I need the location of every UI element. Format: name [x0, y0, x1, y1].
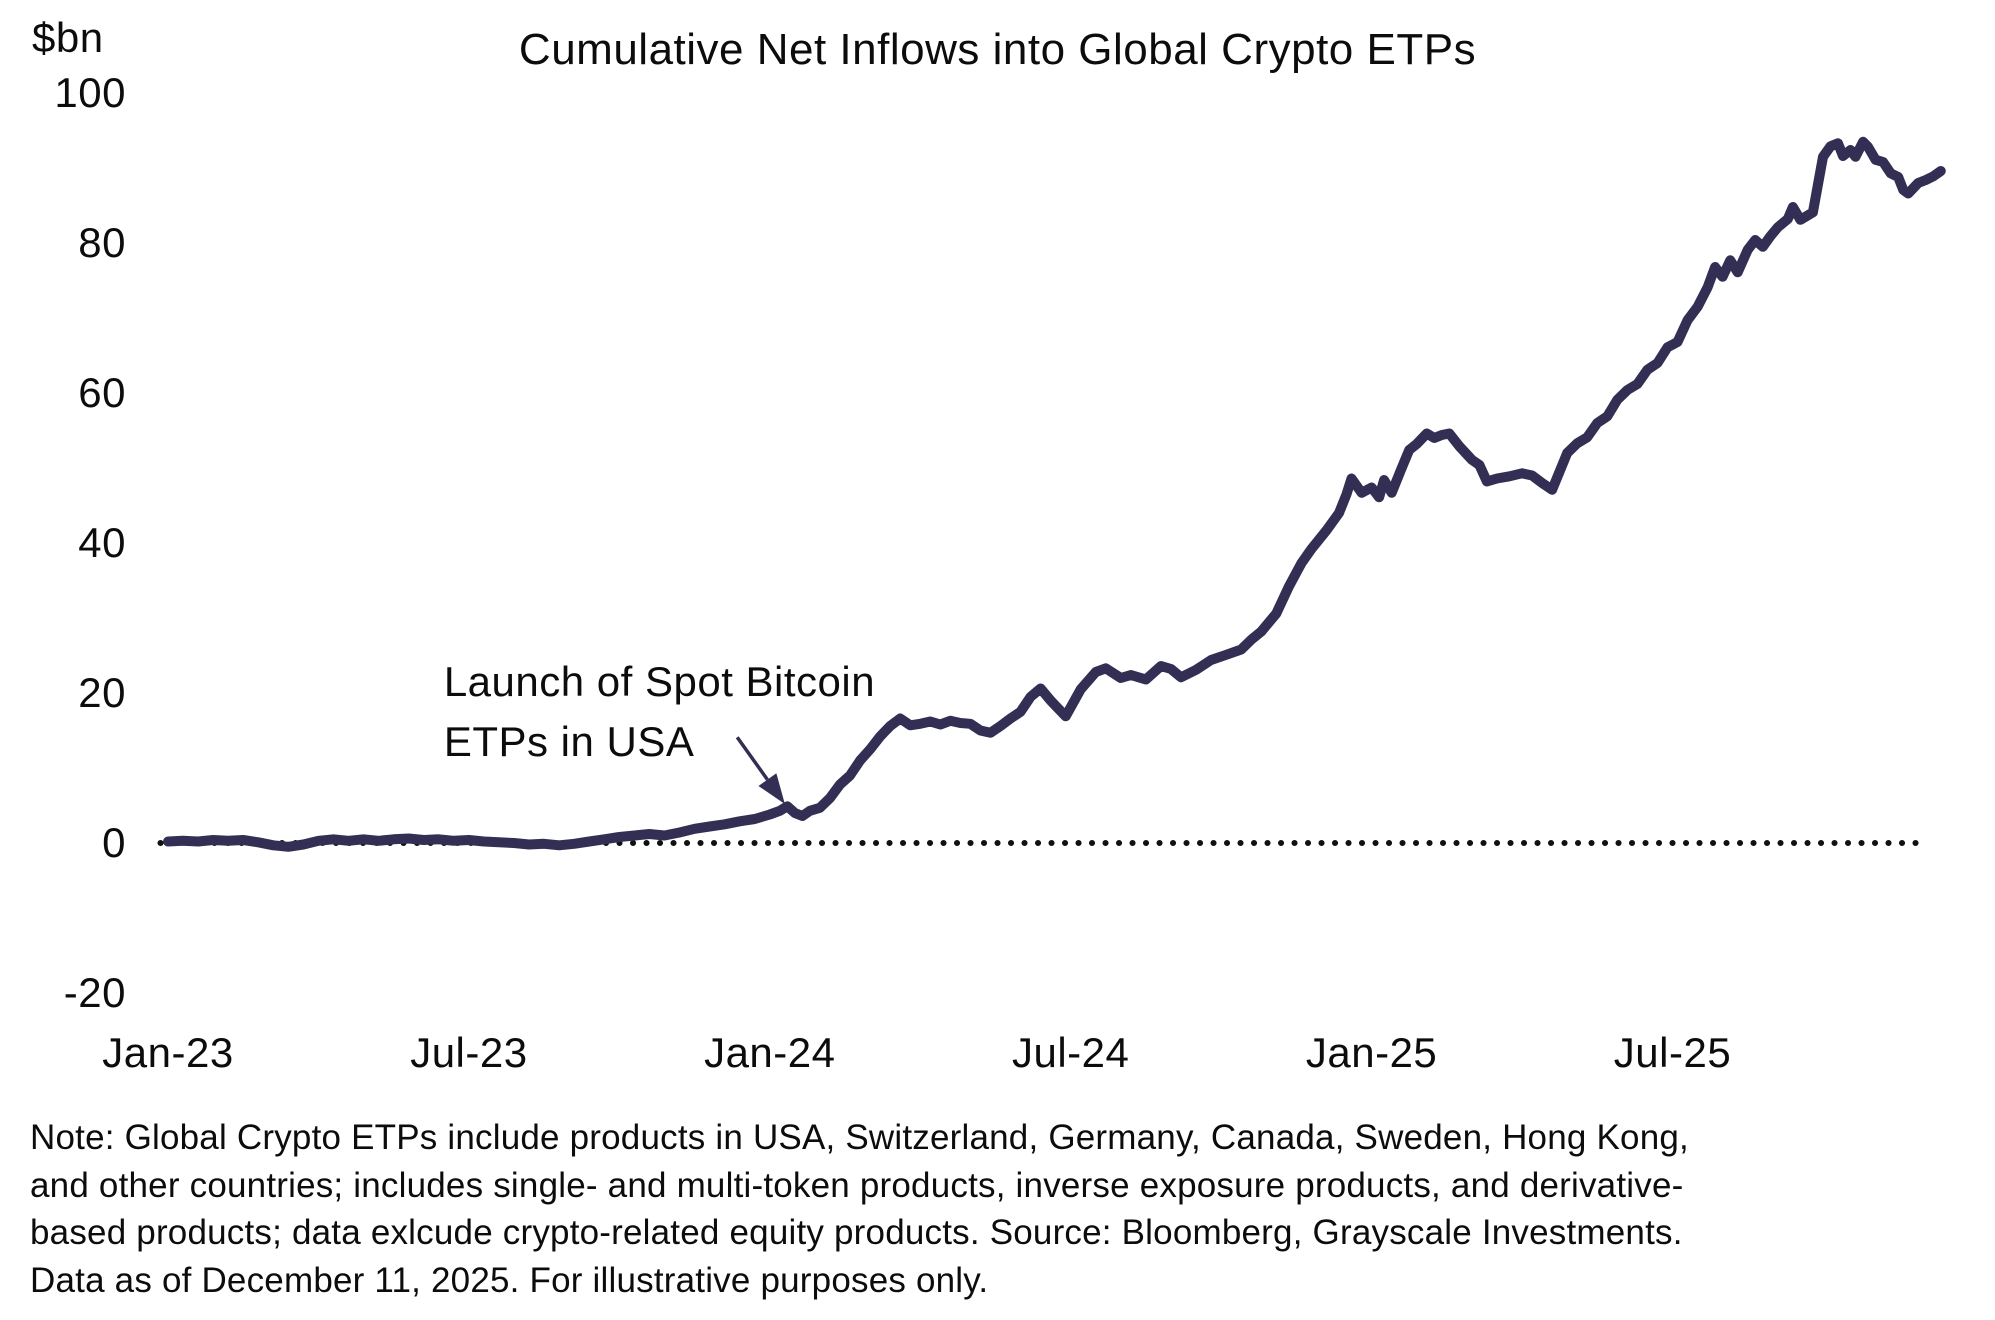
footnote-line-1: Note: Global Crypto ETPs include product… [30, 1118, 1689, 1157]
inflows-line [163, 136, 1946, 852]
annotation-line-1: Launch of Spot Bitcoin [443, 657, 876, 705]
annotation-arrow-head-icon [758, 773, 785, 804]
y-tick-label: 60 [78, 369, 126, 416]
y-axis-unit-label: $bn [32, 14, 104, 61]
footnote-line-4: Data as of December 11, 2025. For illust… [30, 1260, 989, 1300]
x-tick-label: Jan-25 [1305, 1029, 1438, 1076]
y-tick-label: 40 [78, 519, 126, 566]
y-tick-label: 20 [78, 669, 126, 716]
x-tick-label: Jan-24 [704, 1029, 836, 1076]
y-tick-label: 0 [102, 819, 126, 866]
annotation-line-2: ETPs in USA [443, 717, 695, 765]
footnote-line-3: based products; data exlcude crypto-rela… [30, 1213, 1683, 1252]
footnote-line-2: and other countries; includes single- an… [30, 1165, 1684, 1205]
footnote: Note: Global Crypto ETPs include product… [30, 1114, 1960, 1304]
y-tick-label: -20 [63, 969, 126, 1016]
x-tick-label: Jul-25 [1613, 1029, 1732, 1076]
x-tick-label: Jan-23 [102, 1029, 234, 1076]
x-tick-label: Jul-24 [1011, 1029, 1130, 1076]
annotation-arrow-shaft [735, 736, 769, 781]
chart-title: Cumulative Net Inflows into Global Crypt… [518, 25, 1477, 74]
y-tick-label: 100 [54, 69, 126, 116]
annotation-label: Launch of Spot Bitcoin ETPs in USA [444, 652, 875, 772]
y-tick-label: 80 [78, 219, 126, 266]
x-tick-label: Jul-23 [410, 1029, 528, 1076]
